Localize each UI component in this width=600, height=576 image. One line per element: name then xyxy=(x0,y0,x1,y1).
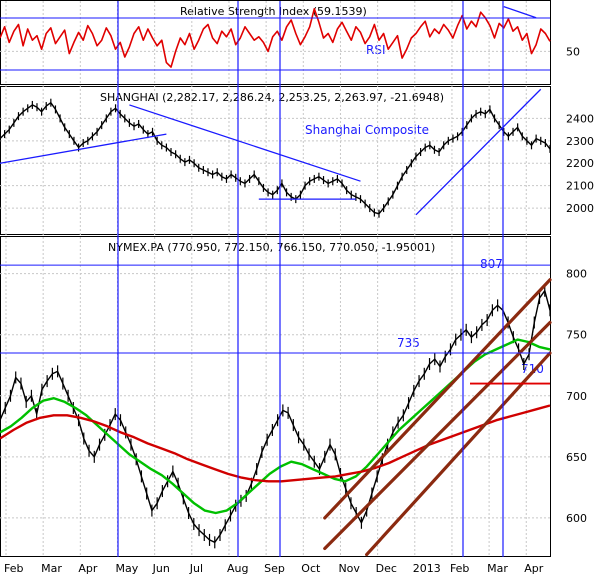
value-tick-label: 800 xyxy=(566,268,587,281)
value-tick-label: 750 xyxy=(566,329,587,342)
month-tick-label: Oct xyxy=(301,562,321,575)
series-layer xyxy=(0,8,551,549)
level-label-735: 735 xyxy=(397,336,420,350)
month-tick-label: Jul xyxy=(189,562,203,575)
shanghai-composite-label: Shanghai Composite xyxy=(305,123,429,137)
shanghai-title: SHANGHAI (2,282.17, 2,286.24, 2,253.25, … xyxy=(100,91,444,104)
value-tick-label: 650 xyxy=(566,451,587,464)
shanghai-series xyxy=(0,102,551,215)
month-tick-label: Sep xyxy=(264,562,285,575)
month-tick-label: Mar xyxy=(41,562,62,575)
month-tick-label: Jun xyxy=(152,562,170,575)
shanghai-trendline xyxy=(415,88,542,216)
rsi-title: Relative Strength Index (59.1539) xyxy=(180,5,367,18)
rsi-series xyxy=(0,8,551,68)
shanghai-trendline xyxy=(129,104,361,182)
month-tick-label: Dec xyxy=(376,562,397,575)
value-tick-label: 2000 xyxy=(566,202,594,215)
value-tick-label: 50 xyxy=(566,45,580,58)
month-tick-label: May xyxy=(115,562,138,575)
level-label-807: 807 xyxy=(480,257,503,271)
month-tick-label: Feb xyxy=(4,562,23,575)
month-tick-label: Apr xyxy=(524,562,544,575)
value-tick-label: 600 xyxy=(566,512,587,525)
annotation-layer xyxy=(0,1,552,557)
month-tick-label: Mar xyxy=(487,562,508,575)
channel-line xyxy=(323,320,552,551)
value-tick-label: 2200 xyxy=(566,157,594,170)
month-tick-label: Aug xyxy=(227,562,248,575)
axis-labels: Feb Mar Apr May Jun Jul Aug Sep Oct Nov Dec 2013 Feb… xyxy=(4,45,594,575)
month-tick-label: Nov xyxy=(338,562,360,575)
value-tick-label: 2300 xyxy=(566,135,594,148)
value-tick-label: 700 xyxy=(566,390,587,403)
shanghai-pane xyxy=(0,86,551,235)
nymex-pane xyxy=(0,236,551,557)
channel-line xyxy=(323,278,552,520)
month-tick-label: Apr xyxy=(78,562,98,575)
nymex-pa-series xyxy=(0,290,551,543)
nymex-title: NYMEX.PA (770.950, 772.150, 766.150, 770… xyxy=(108,241,435,254)
red-ma-series xyxy=(0,404,551,483)
rsi-trendline xyxy=(503,5,537,19)
shanghai-trendline xyxy=(0,133,167,164)
value-tick-label: 2400 xyxy=(566,112,594,125)
rsi-label: RSI xyxy=(366,43,386,57)
month-tick-label: 2013 xyxy=(413,562,441,575)
value-tick-label: 2100 xyxy=(566,180,594,193)
channel-line xyxy=(365,351,552,557)
month-tick-label: Feb xyxy=(450,562,469,575)
